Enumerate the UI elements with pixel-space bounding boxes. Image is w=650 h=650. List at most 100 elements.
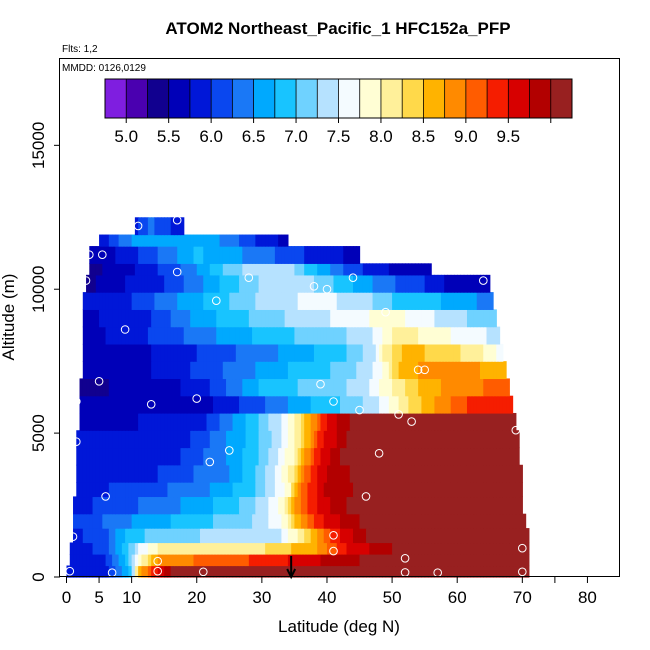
heatmap-cell bbox=[375, 378, 380, 397]
heatmap-cell bbox=[102, 378, 107, 397]
heatmap-cell bbox=[235, 553, 240, 567]
heatmap-cell bbox=[261, 263, 266, 276]
heatmap-cell bbox=[79, 482, 84, 498]
colorbar-swatch bbox=[380, 79, 403, 118]
heatmap-cell bbox=[216, 412, 221, 431]
heatmap-cell bbox=[95, 542, 100, 555]
heatmap-cell bbox=[115, 496, 120, 515]
heatmap-cell bbox=[359, 430, 364, 449]
heatmap-cell bbox=[317, 565, 322, 578]
altitude-bin bbox=[76, 430, 520, 449]
heatmap-cell bbox=[326, 395, 331, 414]
heatmap-cell bbox=[470, 496, 475, 515]
heatmap-cell bbox=[300, 565, 305, 578]
heatmap-cell bbox=[200, 412, 204, 431]
sample-point bbox=[511, 425, 521, 435]
heatmap-cell bbox=[242, 513, 247, 529]
heatmap-cell bbox=[418, 378, 422, 397]
heatmap-cell bbox=[333, 274, 338, 293]
heatmap-cell bbox=[141, 234, 146, 247]
heatmap-cell bbox=[424, 274, 429, 293]
heatmap-cell bbox=[193, 565, 198, 578]
heatmap-cell bbox=[170, 496, 175, 515]
heatmap-cell bbox=[239, 430, 243, 449]
heatmap-cell bbox=[138, 263, 142, 276]
heatmap-cell bbox=[131, 553, 136, 567]
heatmap-cell bbox=[151, 309, 156, 328]
heatmap-cell bbox=[242, 542, 247, 555]
heatmap-cell bbox=[307, 513, 312, 529]
heatmap-cell bbox=[108, 496, 113, 515]
heatmap-cell bbox=[463, 482, 468, 498]
heatmap-cell bbox=[248, 343, 253, 362]
heatmap-cell bbox=[141, 430, 146, 449]
heatmap-cell bbox=[457, 513, 462, 529]
heatmap-cell bbox=[440, 528, 445, 544]
heatmap-cell bbox=[489, 361, 494, 380]
heatmap-cell bbox=[203, 553, 208, 567]
heatmap-cell bbox=[313, 482, 318, 498]
heatmap-cell bbox=[213, 378, 217, 397]
heatmap-cell bbox=[170, 482, 175, 498]
heatmap-cell bbox=[366, 464, 370, 483]
heatmap-cell bbox=[229, 553, 234, 567]
heatmap-cell bbox=[486, 343, 491, 362]
heatmap-cell bbox=[382, 430, 387, 449]
heatmap-cell bbox=[144, 496, 149, 515]
altitude-bin bbox=[79, 378, 510, 397]
heatmap-cell bbox=[167, 234, 172, 247]
heatmap-cell bbox=[131, 430, 136, 449]
heatmap-cell bbox=[343, 292, 348, 310]
heatmap-cell bbox=[265, 542, 269, 555]
heatmap-cell bbox=[359, 513, 364, 529]
heatmap-cell bbox=[141, 263, 146, 276]
heatmap-cell bbox=[157, 496, 162, 515]
heatmap-cell bbox=[307, 528, 312, 544]
heatmap-cell bbox=[261, 361, 266, 380]
y-tick-label: 0 bbox=[29, 572, 48, 581]
colorbar-tick-label: 5.0 bbox=[114, 127, 138, 146]
heatmap-cell bbox=[307, 361, 312, 380]
heatmap-cell bbox=[141, 217, 146, 236]
heatmap-cell bbox=[440, 361, 445, 380]
sample-point bbox=[407, 417, 416, 426]
heatmap-cell bbox=[112, 412, 116, 431]
heatmap-cell bbox=[405, 464, 409, 483]
altitude-bin bbox=[82, 292, 494, 310]
heatmap-cell bbox=[489, 378, 494, 397]
heatmap-cell bbox=[170, 528, 175, 544]
heatmap-cell bbox=[480, 326, 484, 345]
heatmap-cell bbox=[330, 496, 335, 515]
heatmap-cell bbox=[232, 292, 237, 310]
heatmap-cell bbox=[89, 412, 94, 431]
heatmap-cell bbox=[157, 361, 162, 380]
heatmap-cell bbox=[242, 447, 247, 466]
heatmap-cell bbox=[398, 482, 403, 498]
heatmap-cell bbox=[300, 412, 305, 431]
latitude-marker bbox=[286, 556, 297, 580]
heatmap-cell bbox=[248, 513, 253, 529]
heatmap-cell bbox=[128, 447, 133, 466]
heatmap-cell bbox=[265, 464, 269, 483]
heatmap-cell bbox=[463, 378, 468, 397]
heatmap-cell bbox=[310, 528, 315, 544]
sample-point bbox=[420, 365, 430, 375]
heatmap-cell bbox=[320, 496, 325, 515]
heatmap-cell bbox=[489, 292, 494, 310]
heatmap-cell bbox=[375, 361, 380, 380]
heatmap-cell bbox=[356, 274, 361, 293]
heatmap-cell bbox=[424, 309, 429, 328]
heatmap-cell bbox=[418, 292, 422, 310]
heatmap-cell bbox=[167, 378, 172, 397]
heatmap-cell bbox=[160, 513, 165, 529]
heatmap-cell bbox=[200, 326, 204, 345]
heatmap-cell bbox=[414, 542, 419, 555]
heatmap-cell bbox=[287, 553, 292, 567]
heatmap-cell bbox=[69, 553, 74, 567]
heatmap-cell bbox=[144, 447, 149, 466]
heatmap-cell bbox=[102, 343, 107, 362]
heatmap-cell bbox=[307, 565, 312, 578]
heatmap-cell bbox=[326, 482, 331, 498]
heatmap-cell bbox=[108, 482, 113, 498]
heatmap-cell bbox=[483, 565, 488, 578]
